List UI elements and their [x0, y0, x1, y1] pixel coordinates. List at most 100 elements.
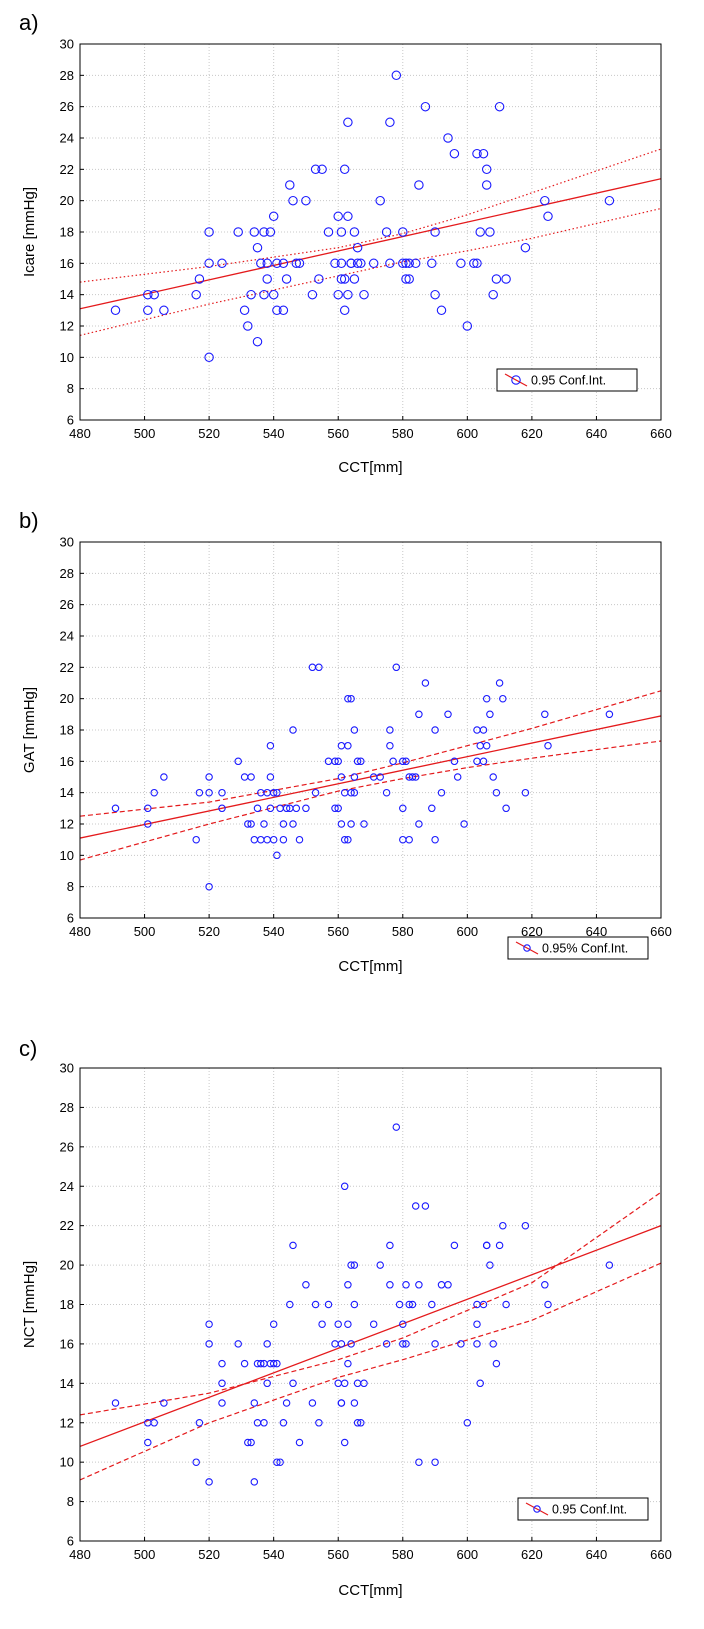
data-point: [360, 820, 368, 828]
data-point: [349, 274, 360, 284]
data-point: [482, 741, 491, 750]
data-point: [149, 289, 159, 300]
data-point: [392, 1123, 401, 1131]
data-point: [253, 804, 262, 813]
data-point: [262, 258, 272, 269]
data-point: [194, 274, 205, 284]
data-point: [344, 1320, 352, 1328]
y-tick-label: 6: [67, 1534, 74, 1549]
x-tick-label: 600: [456, 924, 478, 939]
y-tick-label: 18: [60, 225, 74, 240]
data-point: [398, 227, 408, 237]
data-point: [204, 227, 214, 237]
data-point: [143, 305, 153, 316]
data-point: [376, 1261, 384, 1269]
data-point: [488, 289, 498, 300]
data-point: [340, 1182, 349, 1191]
x-tick-label: 620: [521, 426, 543, 441]
y-tick-label: 20: [60, 1258, 74, 1273]
gridlines: [80, 1068, 661, 1541]
data-point: [472, 148, 482, 159]
data-point: [282, 804, 291, 813]
data-point: [343, 211, 353, 222]
data-point: [347, 788, 355, 797]
y-tick-label: 24: [60, 629, 74, 644]
data-point: [218, 804, 226, 813]
y-tick-label: 10: [60, 848, 74, 863]
y-tick-label: 8: [67, 1494, 74, 1509]
ci-lower-line: [80, 1262, 661, 1481]
data-point: [495, 1241, 504, 1250]
data-point: [278, 305, 289, 316]
data-point: [286, 1300, 294, 1309]
data-point: [250, 1399, 259, 1407]
data-point: [339, 305, 350, 316]
data-point: [257, 1359, 265, 1368]
data-point: [205, 1478, 213, 1486]
data-point: [260, 1419, 268, 1427]
data-point: [475, 227, 485, 237]
data-point: [502, 804, 510, 813]
y-tick-label: 26: [60, 99, 74, 114]
data-point: [350, 1399, 359, 1407]
data-point: [353, 757, 362, 766]
x-tick-label: 640: [586, 426, 608, 441]
data-point: [386, 1281, 394, 1289]
data-point: [479, 1300, 488, 1309]
y-axis-label: GAT [mmHg]: [21, 687, 38, 773]
data-point: [402, 757, 410, 766]
y-tick-label: 24: [60, 1179, 74, 1194]
panel-label: a): [19, 10, 39, 35]
x-tick-label: 500: [134, 426, 156, 441]
data-point: [233, 227, 243, 237]
data-point: [476, 1379, 484, 1388]
y-tick-label: 28: [60, 68, 74, 83]
data-point: [333, 211, 343, 222]
data-point: [205, 773, 213, 781]
legend: 0.95 Conf.Int.: [517, 1497, 649, 1521]
x-tick-label: 660: [650, 924, 672, 939]
data-point: [273, 1359, 281, 1368]
data-point: [479, 757, 488, 766]
x-tick-label: 560: [327, 426, 349, 441]
data-point: [502, 1300, 510, 1309]
data-point: [336, 258, 347, 269]
data-point: [350, 788, 359, 797]
data-point: [269, 1320, 278, 1328]
data-point: [285, 180, 295, 190]
legend-label: 0.95% Conf.Int.: [542, 942, 628, 956]
data-point: [415, 820, 423, 828]
data-point: [605, 1261, 614, 1269]
y-tick-label: 22: [60, 660, 74, 675]
data-point: [339, 164, 350, 175]
data-point: [269, 835, 278, 844]
x-tick-label: 500: [134, 924, 156, 939]
data-point: [436, 305, 447, 316]
data-point: [478, 148, 489, 159]
data-point: [295, 1438, 304, 1447]
data-point: [431, 1340, 439, 1348]
data-point: [110, 305, 121, 316]
data-point: [462, 321, 473, 331]
data-point: [501, 274, 511, 284]
data-point: [295, 835, 304, 844]
x-tick-label: 480: [69, 924, 91, 939]
data-point: [404, 274, 414, 284]
data-point: [382, 788, 391, 797]
ci-lower-line: [80, 207, 661, 336]
data-point: [486, 710, 494, 719]
y-tick-label: 6: [67, 911, 74, 926]
data-point: [430, 289, 440, 300]
data-point: [401, 274, 411, 284]
panel-label: b): [19, 508, 39, 533]
legend-box: [517, 1497, 649, 1521]
data-point: [430, 227, 440, 237]
data-point: [391, 70, 402, 81]
data-point: [244, 820, 252, 828]
data-point: [453, 773, 462, 781]
y-tick-label: 14: [60, 1376, 74, 1391]
data-point: [415, 710, 423, 719]
data-point: [272, 258, 282, 269]
data-point: [344, 1359, 352, 1368]
legend-line-swatch: [504, 373, 528, 387]
